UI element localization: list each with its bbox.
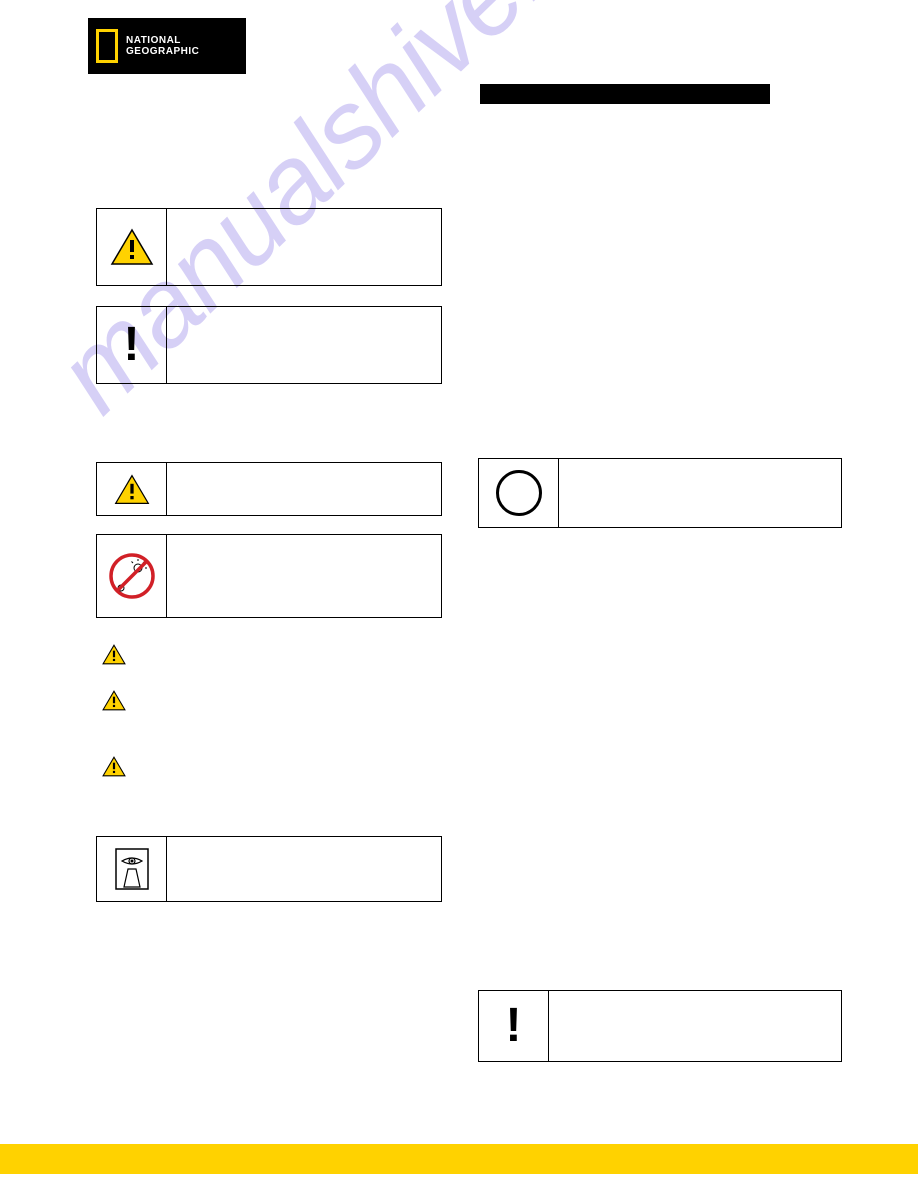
warning-triangle-icon — [114, 474, 150, 505]
privacy-box-content — [167, 837, 441, 901]
inline-warning-icon-1 — [102, 644, 126, 665]
privacy-box-icon-cell — [97, 837, 167, 901]
notice-box-1-content — [167, 307, 441, 383]
natgeo-logo: NATIONAL GEOGRAPHIC — [88, 18, 246, 74]
inline-warning-icon-2 — [102, 690, 126, 711]
natgeo-logo-frame — [96, 29, 118, 63]
prohibition-box-icon-cell — [97, 535, 167, 617]
notice-box-1: ! — [96, 306, 442, 384]
warning-triangle-icon — [110, 228, 154, 266]
warning-box-2-content — [167, 463, 441, 515]
warning-box-2-icon-cell — [97, 463, 167, 515]
no-sun-viewing-icon — [108, 552, 156, 600]
notice-box-2: ! — [478, 990, 842, 1062]
section-header-bar — [480, 84, 770, 104]
logo-line2: GEOGRAPHIC — [126, 46, 199, 57]
exclamation-icon: ! — [506, 1002, 522, 1050]
privacy-keyhole-icon — [114, 847, 150, 891]
exclamation-icon: ! — [124, 321, 140, 369]
natgeo-logo-text: NATIONAL GEOGRAPHIC — [126, 35, 199, 57]
warning-box-2 — [96, 462, 442, 516]
warning-box-1-content — [167, 209, 441, 285]
notice-box-2-content — [549, 991, 841, 1061]
logo-line1: NATIONAL — [126, 35, 181, 46]
notice-box-1-icon-cell: ! — [97, 307, 167, 383]
prohibition-box — [96, 534, 442, 618]
warning-box-1-icon-cell — [97, 209, 167, 285]
notice-box-2-icon-cell: ! — [479, 991, 549, 1061]
prohibition-box-content — [167, 535, 441, 617]
circle-box — [478, 458, 842, 528]
circle-box-icon-cell — [479, 459, 559, 527]
circle-box-content — [559, 459, 841, 527]
circle-icon — [496, 470, 542, 516]
footer-bar — [0, 1144, 918, 1174]
privacy-box — [96, 836, 442, 902]
inline-warning-icon-3 — [102, 756, 126, 777]
warning-box-1 — [96, 208, 442, 286]
